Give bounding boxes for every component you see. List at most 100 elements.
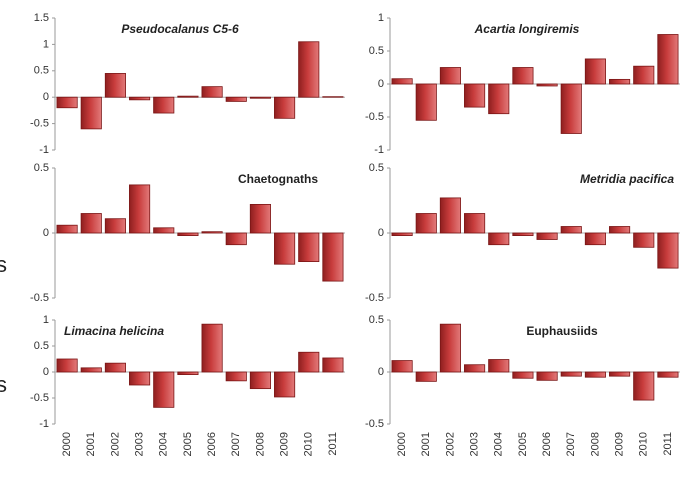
bar [391, 360, 413, 373]
panel-title: Acartia longiremis [474, 22, 580, 36]
bar [56, 96, 78, 109]
y-tick-label: 1.5 [34, 12, 49, 24]
x-tick-label: 2005 [517, 432, 529, 456]
bar [322, 357, 344, 373]
bar [129, 184, 151, 234]
y-tick-label: -0.5 [365, 111, 384, 123]
y-tick-label: -0.5 [30, 118, 49, 130]
panel-title: Chaetognaths [238, 172, 318, 186]
x-tick-label: 2000 [61, 432, 73, 456]
bar [201, 231, 223, 234]
bar [274, 371, 296, 398]
bar [657, 34, 679, 85]
panel-title: Limacina helicina [64, 324, 164, 338]
bar [464, 364, 486, 373]
bar [249, 371, 271, 390]
bar [80, 367, 102, 373]
y-tick-label: -0.5 [30, 292, 49, 304]
bar [657, 232, 679, 269]
bar [439, 67, 461, 85]
y-tick-label: 0.5 [369, 314, 384, 326]
y-tick-label: 1 [43, 314, 49, 326]
bar [512, 67, 534, 85]
bar [560, 226, 582, 234]
bar [609, 226, 631, 234]
bar [298, 232, 320, 263]
bar [536, 232, 558, 240]
y-tick-label: 0 [378, 78, 384, 90]
y-tick-label: 0.5 [34, 340, 49, 352]
x-tick-label: 2004 [158, 432, 170, 456]
bar [249, 96, 271, 99]
y-tick-label: 0 [378, 227, 384, 239]
y-tick-label: 0.5 [369, 162, 384, 174]
y-tick-label: 0 [378, 366, 384, 378]
bar [633, 232, 655, 248]
x-tick-label: 2002 [444, 432, 456, 456]
bar [177, 232, 199, 236]
bar [584, 58, 606, 85]
x-tick-label: 2003 [133, 432, 145, 456]
x-tick-label: 2010 [303, 432, 315, 456]
bar [657, 371, 679, 378]
bar [177, 371, 199, 375]
bar [298, 351, 320, 373]
y-tick-label: 0 [43, 366, 49, 378]
x-tick-label: 2004 [493, 432, 505, 456]
x-tick-label: 2008 [589, 432, 601, 456]
x-tick-label: 2009 [278, 432, 290, 456]
x-tick-label: 2006 [206, 432, 218, 456]
bar [225, 232, 247, 246]
y-tick-label: -1 [374, 144, 384, 156]
y-tick-label: 0 [43, 91, 49, 103]
bar [322, 232, 344, 282]
bar [274, 232, 296, 265]
bar [464, 213, 486, 234]
bar [391, 78, 413, 85]
side-label: s [0, 252, 7, 277]
bar [249, 203, 271, 234]
x-tick-label: 2007 [565, 432, 577, 456]
x-tick-label: 2005 [182, 432, 194, 456]
bar [80, 213, 102, 234]
bar [512, 371, 534, 379]
y-tick-label: 0 [43, 227, 49, 239]
bar [153, 371, 175, 408]
side-label: s [0, 372, 7, 397]
x-tick-label: 2001 [420, 432, 432, 456]
bar [560, 83, 582, 134]
bar [633, 65, 655, 85]
bar [153, 96, 175, 114]
bar [415, 371, 437, 382]
y-tick-label: -1 [39, 418, 49, 430]
x-tick-label: 2008 [254, 432, 266, 456]
bar [560, 371, 582, 377]
x-tick-label: 2009 [613, 432, 625, 456]
bar [536, 83, 558, 87]
x-tick-label: 2006 [541, 432, 553, 456]
bar [488, 83, 510, 115]
bar [153, 227, 175, 234]
bar [512, 232, 534, 236]
bar [633, 371, 655, 401]
y-tick-label: -0.5 [365, 292, 384, 304]
x-tick-label: 2002 [109, 432, 121, 456]
y-tick-label: -0.5 [30, 392, 49, 404]
bar [322, 96, 344, 98]
bar [488, 359, 510, 373]
x-tick-label: 2011 [662, 432, 674, 456]
bar [415, 213, 437, 234]
bar [80, 96, 102, 130]
bar [56, 224, 78, 234]
y-tick-label: 0.5 [369, 45, 384, 57]
bar [225, 371, 247, 382]
bar [488, 232, 510, 246]
bar [584, 371, 606, 378]
bar [56, 358, 78, 373]
bar [609, 371, 631, 377]
x-tick-label: 2010 [638, 432, 650, 456]
x-tick-label: 2003 [468, 432, 480, 456]
bar [104, 73, 126, 98]
bar [225, 96, 247, 102]
